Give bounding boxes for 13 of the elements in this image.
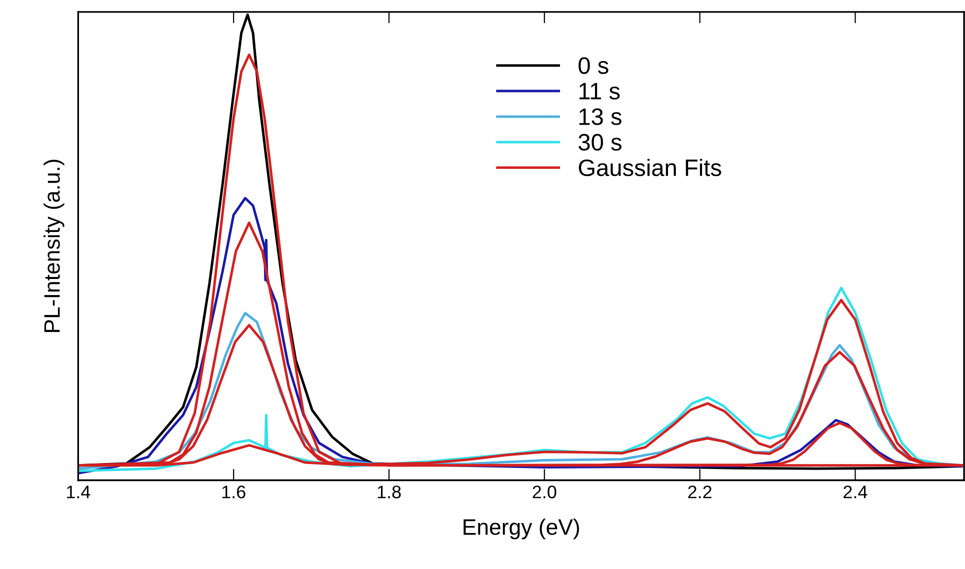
x-tick-label: 1.4 bbox=[66, 486, 90, 498]
x-tick-label: 2.2 bbox=[688, 486, 712, 498]
legend-label: Gaussian Fits bbox=[578, 158, 722, 176]
x-tick-label: 2.0 bbox=[532, 486, 556, 498]
legend-label: 30 s bbox=[578, 134, 622, 151]
x-axis-title: Energy (eV) bbox=[464, 518, 580, 540]
x-tick-label: 1.8 bbox=[378, 486, 401, 498]
legend-label: 11 s bbox=[579, 83, 620, 100]
legend-label: 13 s bbox=[579, 108, 622, 126]
x-tick-label: 2.4 bbox=[844, 486, 868, 498]
legend-label: 0 s bbox=[578, 57, 608, 74]
x-tick-label: 1.6 bbox=[222, 486, 246, 498]
y-axis-title: PL-Intensity (a.u.) bbox=[44, 160, 64, 332]
